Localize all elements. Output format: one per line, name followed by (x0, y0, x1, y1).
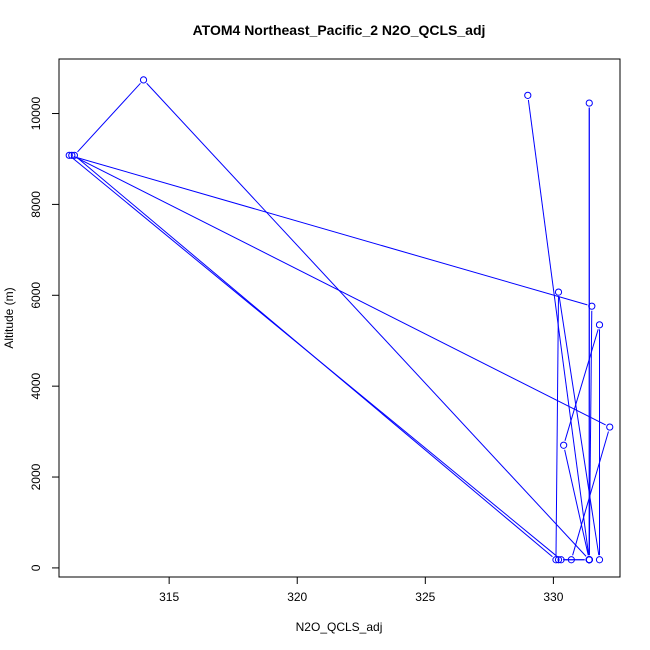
y-axis-label: Altitude (m) (2, 287, 16, 348)
data-point (70, 151, 78, 159)
data-point (524, 91, 532, 99)
chart-title: ATOM4 Northeast_Pacific_2 N2O_QCLS_adj (193, 22, 486, 38)
data-point (606, 423, 614, 431)
data-point (139, 76, 148, 84)
y-axis: 0 2000 4000 6000 8000 10000 (29, 97, 59, 571)
data-point (560, 441, 568, 449)
data-point (557, 556, 565, 564)
series-segment (75, 156, 606, 426)
y-tick-label: 10000 (29, 97, 43, 131)
y-tick-label: 2000 (29, 463, 43, 490)
x-axis: 315 320 325 330 (159, 577, 564, 604)
x-tick-label: 325 (415, 590, 435, 604)
series-segment (564, 329, 599, 441)
y-tick-label: 8000 (29, 191, 43, 218)
data-point (595, 321, 604, 329)
series-segment (146, 82, 587, 557)
data-point (585, 556, 593, 564)
y-tick-label: 6000 (29, 282, 43, 309)
y-tick-label: 0 (29, 564, 43, 571)
x-tick-label: 330 (543, 590, 563, 604)
series-segment (555, 296, 559, 556)
data-point (588, 302, 596, 310)
x-tick-label: 315 (159, 590, 179, 604)
x-axis-label: N2O_QCLS_adj (296, 620, 383, 634)
data-point (554, 288, 563, 296)
series-segment (572, 431, 609, 556)
series-segment (558, 296, 600, 556)
series-segment (564, 449, 589, 556)
series-points (65, 76, 614, 564)
series-segment (77, 82, 141, 153)
data-point (595, 556, 604, 564)
data-point (585, 99, 593, 107)
data-point (65, 151, 73, 159)
x-tick-label: 320 (287, 590, 307, 604)
series-line (72, 82, 609, 561)
plot-frame (58, 58, 621, 578)
data-point (68, 151, 76, 159)
y-tick-label: 4000 (29, 372, 43, 399)
series-segment (77, 157, 553, 558)
series-segment (73, 156, 588, 306)
data-point (552, 556, 560, 564)
data-point (554, 556, 563, 564)
data-point (567, 556, 575, 564)
